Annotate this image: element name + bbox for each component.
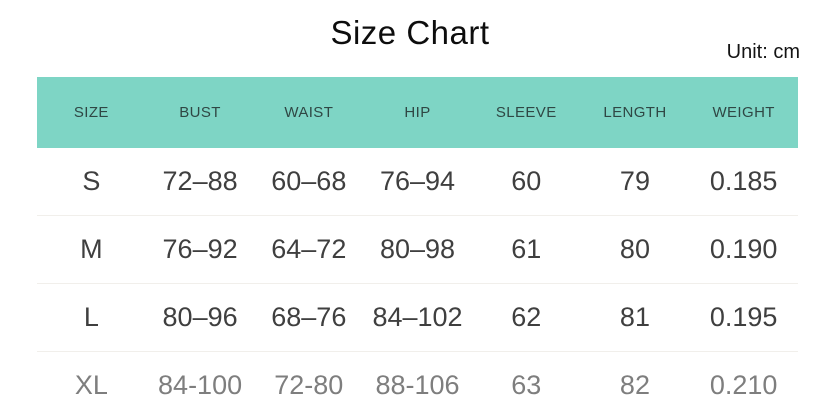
cell-hip: 76–94: [379, 166, 456, 196]
table-row-s: S 72–88 60–68 76–94 60 79 0.185: [37, 148, 798, 215]
table-row-m: M 76–92 64–72 80–98 61 80 0.190: [37, 215, 798, 283]
column-header-length: LENGTH: [603, 104, 667, 121]
cell-bust: 76–92: [162, 234, 238, 264]
column-header-hip: HIP: [404, 104, 431, 121]
cell-weight: 0.185: [709, 166, 778, 196]
cell-waist: 68–76: [271, 302, 347, 332]
column-header-waist: WAIST: [284, 104, 334, 121]
cell-length: 82: [619, 370, 650, 400]
size-table: SIZE BUST WAIST HIP SLEEVE LENGTH WEIGHT…: [37, 77, 798, 419]
column-header-size: SIZE: [73, 104, 109, 121]
cell-hip: 80–98: [379, 234, 456, 264]
unit-label: Unit: cm: [726, 41, 800, 63]
table-header-row: SIZE BUST WAIST HIP SLEEVE LENGTH WEIGHT: [37, 77, 798, 148]
cell-bust: 72–88: [162, 166, 238, 196]
cell-hip: 88-106: [375, 370, 460, 400]
cell-size: XL: [74, 370, 108, 400]
cell-sleeve: 61: [511, 234, 542, 264]
cell-sleeve: 62: [511, 302, 542, 332]
cell-length: 80: [619, 234, 650, 264]
column-header-sleeve: SLEEVE: [495, 104, 557, 121]
cell-length: 79: [619, 166, 650, 196]
cell-weight: 0.190: [709, 234, 778, 264]
column-header-weight: WEIGHT: [712, 104, 775, 121]
cell-sleeve: 63: [511, 370, 542, 400]
cell-size: S: [82, 166, 101, 196]
page-title: Size Chart: [330, 14, 490, 51]
cell-waist: 64–72: [271, 234, 347, 264]
cell-size: L: [83, 302, 99, 332]
cell-waist: 60–68: [271, 166, 347, 196]
cell-weight: 0.210: [709, 370, 778, 400]
cell-bust: 84-100: [158, 370, 243, 400]
cell-sleeve: 60: [511, 166, 542, 196]
cell-bust: 80–96: [162, 302, 238, 332]
table-row-l: L 80–96 68–76 84–102 62 81 0.195: [37, 283, 798, 351]
cell-length: 81: [619, 302, 650, 332]
table-row-xl: XL 84-100 72-80 88-106 63 82 0.210: [37, 351, 798, 419]
cell-size: M: [80, 234, 103, 264]
cell-waist: 72-80: [274, 370, 344, 400]
column-header-bust: BUST: [179, 104, 221, 121]
cell-hip: 84–102: [372, 302, 463, 332]
cell-weight: 0.195: [709, 302, 778, 332]
